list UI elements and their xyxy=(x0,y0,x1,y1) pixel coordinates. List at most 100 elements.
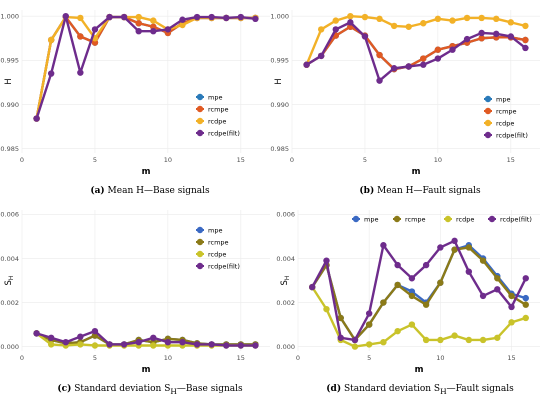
legend-label: rcmpe xyxy=(208,238,229,246)
legend-key-point xyxy=(484,107,492,115)
y-tick-label-c: 0.000 xyxy=(0,343,19,351)
caption-d-label: (d) xyxy=(326,384,342,394)
caption-c-sub: H xyxy=(170,386,177,396)
data-point-d-2 xyxy=(380,338,387,346)
caption-b-label: (b) xyxy=(359,186,375,196)
data-point-a-3 xyxy=(106,13,113,21)
data-point-d-1 xyxy=(422,301,430,308)
caption-a-text: Mean H—Base signals xyxy=(104,186,210,196)
series-line-d-2 xyxy=(311,285,527,348)
data-point-b-3 xyxy=(376,77,383,84)
data-point-c-3 xyxy=(223,342,230,349)
data-point-d-3 xyxy=(508,303,515,311)
x-axis-title-c: m xyxy=(142,365,151,375)
data-point-a-3 xyxy=(237,13,245,21)
legend-label: rcdpe(filt) xyxy=(500,215,532,223)
data-point-b-3 xyxy=(405,63,412,70)
data-point-b-3 xyxy=(303,61,310,68)
caption-a-label: (a) xyxy=(90,186,105,196)
y-axis-title-c: SH xyxy=(4,276,15,286)
data-point-c-3 xyxy=(252,342,259,349)
data-point-a-3 xyxy=(77,69,84,76)
legend-c: mpe rcmpe rcdpe rcdpe(filt) xyxy=(196,226,240,270)
x-tick-label-a: 0 xyxy=(20,156,24,164)
data-point-a-3 xyxy=(120,13,128,21)
y-tick-label-d: 0.006 xyxy=(276,211,295,219)
x-tick-label-a: 10 xyxy=(164,156,172,164)
data-point-d-1 xyxy=(365,321,373,328)
data-point-d-3 xyxy=(437,244,444,251)
legend-b: mpe rcmpe rcdpe rcdpe(filt) xyxy=(484,95,528,139)
data-point-a-3 xyxy=(164,26,172,33)
legend-label: rcdpe(filt) xyxy=(496,131,528,139)
legend-label: mpe xyxy=(208,93,222,101)
legend-key-point xyxy=(196,129,204,137)
caption-c: (c) Standard deviation SH—Base signals xyxy=(30,384,270,396)
y-tick-label-c: 0.002 xyxy=(0,299,19,307)
data-point-a-3 xyxy=(223,14,230,22)
y-axis-title-b: H xyxy=(274,78,284,84)
data-point-d-3 xyxy=(394,261,401,269)
x-tick-label-d: 15 xyxy=(507,354,515,362)
panel-d: 0.000 0.002 0.004 0.006 0 5 10 15 m SH mpe rcmpe rcd… xyxy=(276,210,540,375)
x-axis-title-d: m xyxy=(415,365,424,375)
series-line-d-1 xyxy=(311,246,527,342)
data-point-a-3 xyxy=(193,13,201,21)
data-point-d-2 xyxy=(451,332,458,339)
data-point-b-3 xyxy=(507,33,515,40)
data-point-d-1 xyxy=(508,292,515,300)
data-point-b-2 xyxy=(449,17,456,24)
legend-key-point xyxy=(196,250,204,258)
data-point-a-3 xyxy=(33,115,40,122)
data-point-b-2 xyxy=(434,15,442,23)
series-line-b-3 xyxy=(305,21,527,82)
data-point-d-3 xyxy=(522,275,529,282)
x-tick-label-d: 10 xyxy=(436,354,444,362)
x-tick-label-b: 5 xyxy=(363,156,367,164)
data-point-b-3 xyxy=(493,30,500,38)
data-point-b-1 xyxy=(376,51,383,59)
legend-key-point xyxy=(196,238,204,246)
legend-label: rcdpe xyxy=(496,119,514,127)
x-tick-label-b: 10 xyxy=(434,156,442,164)
series-line-a-3 xyxy=(35,14,257,120)
y-tick-label-d: 0.002 xyxy=(276,299,295,307)
data-point-b-3 xyxy=(317,52,325,60)
y-tick-label-c: 0.004 xyxy=(0,255,19,263)
legend-key-point xyxy=(196,105,204,113)
caption-b: (b) Mean H—Fault signals xyxy=(300,186,540,196)
data-point-c-3 xyxy=(33,330,40,337)
data-point-c-3 xyxy=(164,338,172,346)
data-point-c-3 xyxy=(106,341,113,348)
data-point-d-0 xyxy=(522,294,529,302)
caption-d: (d) Standard deviation SH—Fault signals xyxy=(300,384,540,396)
data-point-d-3 xyxy=(365,310,373,317)
y-tick-label-b: 0.995 xyxy=(270,57,289,65)
data-point-d-2 xyxy=(465,336,473,344)
y-tick-label-b: 1.000 xyxy=(270,12,289,20)
x-tick-label-c: 15 xyxy=(237,354,245,362)
legend-label: rcdpe xyxy=(456,215,474,223)
data-point-d-3 xyxy=(422,261,430,269)
caption-d-tail: —Fault signals xyxy=(446,384,514,394)
y-axis-title-sub-d: H xyxy=(284,276,291,281)
series-line-b-2 xyxy=(305,14,527,66)
caption-c-tail: —Base signals xyxy=(176,384,243,394)
x-tick-label-a: 5 xyxy=(93,156,97,164)
caption-d-sub: H xyxy=(440,386,447,396)
data-point-c-2 xyxy=(150,342,157,349)
data-point-d-1 xyxy=(494,275,501,282)
x-axis-title-a: m xyxy=(142,167,151,177)
data-point-d-2 xyxy=(394,327,401,335)
data-point-c-3 xyxy=(91,327,99,335)
data-point-a-1 xyxy=(150,23,157,30)
y-tick-label-b: 0.990 xyxy=(270,101,289,109)
data-point-d-2 xyxy=(365,341,373,348)
data-point-d-2 xyxy=(323,305,330,313)
y-tick-label-d: 0.004 xyxy=(276,255,295,263)
data-point-d-1 xyxy=(522,301,529,308)
legend-key-point xyxy=(393,215,401,223)
data-point-d-1 xyxy=(479,257,487,264)
legend-label: mpe xyxy=(364,215,378,223)
data-point-d-2 xyxy=(508,319,515,326)
